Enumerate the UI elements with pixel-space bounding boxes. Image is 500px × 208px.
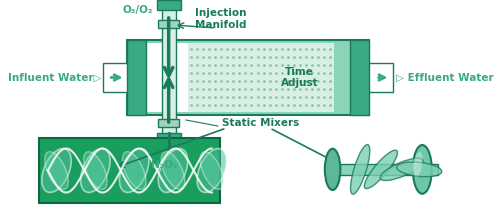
Text: Influent Water▷: Influent Water▷	[8, 73, 102, 83]
Bar	[40, 138, 220, 203]
Ellipse shape	[42, 149, 71, 192]
Text: ▷ Effluent Water: ▷ Effluent Water	[396, 73, 494, 83]
Bar	[188, 43, 334, 112]
Ellipse shape	[413, 145, 432, 194]
Ellipse shape	[350, 145, 370, 194]
Bar	[156, 0, 181, 10]
Ellipse shape	[45, 152, 68, 189]
Text: H₂O₂: H₂O₂	[151, 160, 178, 170]
Ellipse shape	[84, 152, 107, 189]
Ellipse shape	[396, 162, 442, 177]
Ellipse shape	[200, 152, 224, 189]
Bar	[367, 63, 393, 92]
Bar	[103, 63, 129, 92]
Ellipse shape	[80, 149, 110, 192]
Ellipse shape	[158, 149, 188, 192]
Bar	[158, 20, 179, 28]
Text: Injection
Manifold: Injection Manifold	[194, 8, 246, 30]
Ellipse shape	[325, 149, 340, 190]
Bar	[156, 133, 181, 143]
Text: Time
Adjust: Time Adjust	[281, 67, 318, 88]
Bar	[326, 164, 438, 175]
Ellipse shape	[122, 152, 146, 189]
Ellipse shape	[380, 158, 423, 181]
Bar	[158, 119, 179, 127]
Ellipse shape	[197, 149, 226, 192]
Ellipse shape	[120, 149, 149, 192]
Bar	[128, 40, 369, 115]
Text: Static Mixers: Static Mixers	[222, 118, 300, 128]
Ellipse shape	[364, 150, 398, 189]
Bar	[162, 2, 175, 135]
Text: O₃/O₂: O₃/O₂	[123, 5, 153, 15]
Ellipse shape	[414, 152, 422, 177]
Ellipse shape	[161, 152, 184, 189]
Bar	[146, 43, 188, 112]
Bar	[128, 40, 146, 115]
Bar	[350, 40, 369, 115]
